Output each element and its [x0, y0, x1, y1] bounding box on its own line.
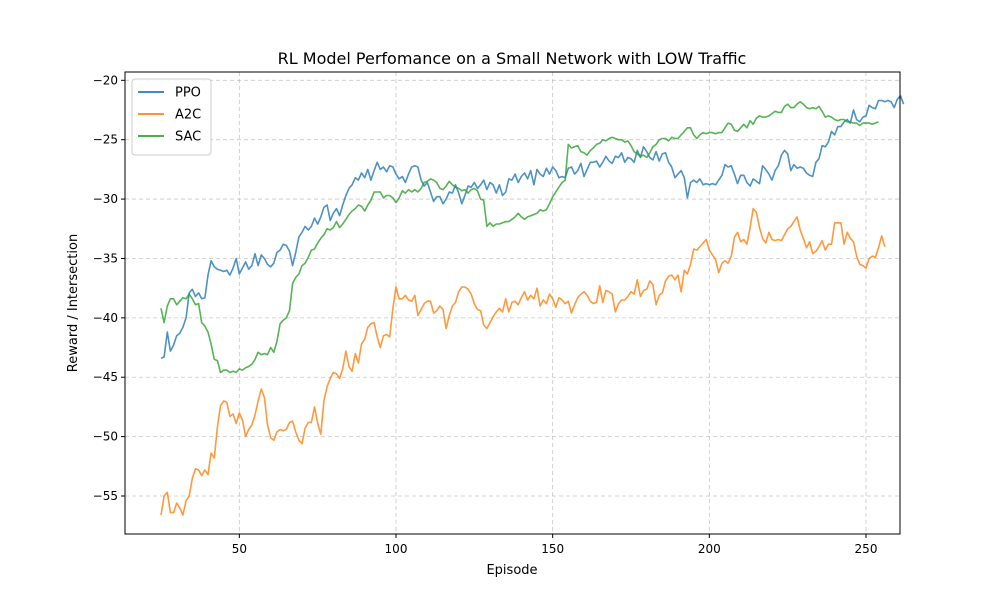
y-tick-label: −20: [93, 73, 118, 87]
y-tick-label: −55: [93, 489, 118, 503]
chart-title: RL Model Perfomance on a Small Network w…: [278, 49, 747, 68]
y-axis-ticks: −55 −50 −45 −40 −35 −30 −25 −20: [93, 73, 125, 503]
legend-label-a2c: A2C: [175, 108, 201, 123]
y-tick-label: −50: [93, 430, 118, 444]
series-lines: [160, 95, 905, 516]
x-tick-label: 150: [541, 542, 564, 556]
y-tick-label: −30: [93, 192, 118, 206]
plot-frame: [124, 71, 901, 535]
x-axis-label: Episode: [486, 563, 537, 578]
y-axis-label: Reward / Intersection: [66, 234, 81, 372]
x-tick-label: 200: [698, 542, 721, 556]
series-line-a2c: [160, 207, 886, 516]
legend-label-sac: SAC: [175, 130, 201, 145]
legend-label-ppo: PPO: [175, 86, 201, 101]
y-tick-label: −25: [93, 133, 118, 147]
legend: PPO A2C SAC: [131, 78, 212, 156]
series-line-sac: [160, 100, 879, 374]
x-tick-label: 50: [232, 542, 247, 556]
y-tick-label: −35: [93, 251, 118, 265]
grid-lines: [125, 72, 900, 534]
series-line-ppo: [160, 95, 905, 359]
x-tick-label: 100: [385, 542, 408, 556]
y-tick-label: −45: [93, 370, 118, 384]
y-tick-label: −40: [93, 311, 118, 325]
x-axis-ticks: 50 100 150 200 250: [232, 534, 878, 556]
x-tick-label: 250: [855, 542, 878, 556]
